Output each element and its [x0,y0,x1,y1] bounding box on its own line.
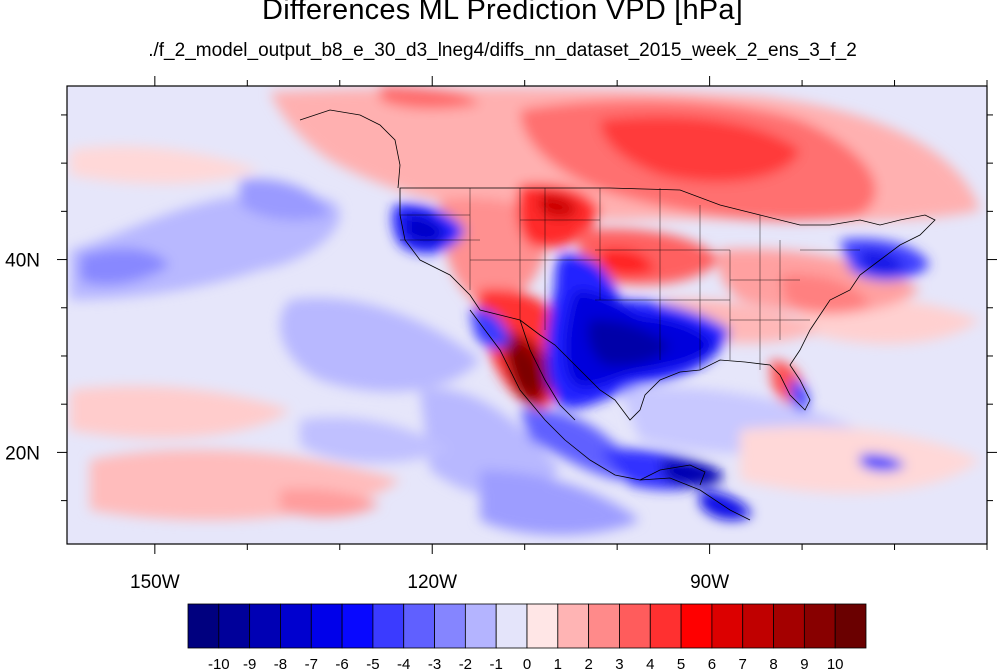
colorbar-swatch [249,603,281,649]
map-subtitle: ./f_2_model_output_b8_e_30_d3_lneg4/diff… [148,40,857,61]
plot-frame [66,85,988,545]
colorbar-swatch [557,603,590,649]
colorbar-label: 6 [708,656,716,672]
colorbar-swatch [742,603,774,649]
colorbar-swatch [526,603,559,649]
colorbar-label: -6 [335,656,348,672]
colorbar-label: 3 [615,656,623,672]
colorbar-label: -10 [208,656,230,672]
colorbar-swatch [218,603,251,649]
y-tick-label: 20N [5,443,40,464]
colorbar-label: -1 [490,656,503,672]
map-title: Differences ML Prediction VPD [hPa] [262,0,743,26]
y-axis-ticks [57,114,997,502]
colorbar-swatch [588,603,620,649]
colorbar-swatch [434,603,466,649]
colorbar-label: 4 [646,656,654,672]
colorbar-label: -3 [428,656,441,672]
y-tick-label: 40N [5,251,40,272]
x-tick-label: 150W [130,572,180,593]
colorbar-label: 2 [584,656,592,672]
colorbar-label: 5 [677,656,685,672]
colorbar-label: 7 [739,656,747,672]
colorbar-swatch [803,603,836,649]
colorbar-label: -9 [243,656,256,672]
colorbar-label: -5 [366,656,379,672]
colorbar-label: -7 [305,656,318,672]
colorbar-swatch [619,603,651,649]
colorbar [187,603,867,649]
colorbar-swatch [464,603,497,649]
colorbar-swatch [834,603,867,649]
colorbar-swatch [187,603,220,649]
colorbar-label: 10 [827,656,844,672]
colorbar-swatch [280,603,312,649]
field-shading [70,86,980,535]
x-axis-labels: 150W 120W 90W [130,572,729,593]
colorbar-swatch [711,603,744,649]
colorbar-label: -2 [459,656,472,672]
colorbar-swatch [341,603,374,649]
x-axis-ticks [154,76,988,554]
colorbar-label: 9 [800,656,808,672]
colorbar-swatch [495,603,528,649]
country-outlines [299,109,936,521]
colorbar-swatch [649,603,682,649]
colorbar-label: -4 [397,656,410,672]
colorbar-label: 1 [554,656,562,672]
colorbar-labels: -10 -9 -8 -7 -6 -5 -4 -3 -2 -1 0 1 2 3 4 5 6 7 8 9 10 [208,656,844,672]
colorbar-label: 8 [769,656,777,672]
colorbar-swatch [403,603,435,649]
y-axis-labels: 40N 20N [5,251,40,465]
x-tick-label: 120W [407,572,457,593]
colorbar-label: -8 [274,656,287,672]
difference-field [67,86,987,544]
state-lines [400,188,860,370]
x-tick-label: 90W [690,572,729,593]
colorbar-swatch [680,603,713,649]
colorbar-swatch [773,603,805,649]
colorbar-swatch [310,603,343,649]
colorbar-label: 0 [523,656,531,672]
colorbar-swatch [372,603,405,649]
